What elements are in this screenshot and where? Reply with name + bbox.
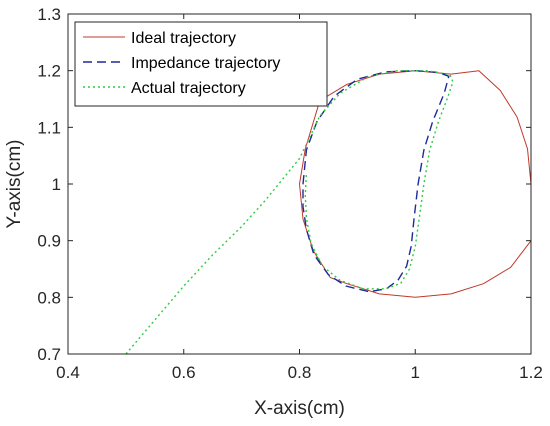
x-tick-label: 0.8 bbox=[288, 363, 312, 382]
x-tick-label: 1 bbox=[411, 363, 420, 382]
y-tick-label: 0.7 bbox=[37, 345, 61, 364]
tick-layer: 0.4 0.6 0.8 1 1.2 0.7 0.8 0.9 1 1.1 1.2 1.3 bbox=[37, 5, 542, 382]
legend: Ideal trajectory Impedance trajectory Actu… bbox=[74, 21, 328, 107]
y-tick-label: 0.9 bbox=[37, 232, 61, 251]
y-tick-label: 1.3 bbox=[37, 5, 61, 24]
y-tick-label: 1.2 bbox=[37, 62, 61, 81]
x-tick-label: 0.6 bbox=[172, 363, 196, 382]
legend-label-1: Ideal trajectory bbox=[131, 30, 236, 47]
y-axis-label: Y-axis(cm) bbox=[4, 139, 25, 228]
x-tick-label: 0.4 bbox=[56, 363, 80, 382]
legend-box bbox=[74, 21, 328, 107]
series-line-1 bbox=[299, 70, 532, 298]
x-tick-label: 1.2 bbox=[519, 363, 543, 382]
legend-label-2: Impedance trajectory bbox=[131, 55, 280, 72]
y-tick-label: 1.1 bbox=[37, 118, 61, 137]
series-layer bbox=[125, 70, 532, 355]
y-tick-label: 1 bbox=[52, 175, 61, 194]
legend-label-3: Actual trajectory bbox=[131, 80, 246, 97]
x-axis-label: X-axis(cm) bbox=[254, 398, 345, 419]
series-line-2 bbox=[302, 70, 450, 293]
series-line-3 bbox=[125, 70, 454, 355]
y-tick-label: 0.8 bbox=[37, 288, 61, 307]
